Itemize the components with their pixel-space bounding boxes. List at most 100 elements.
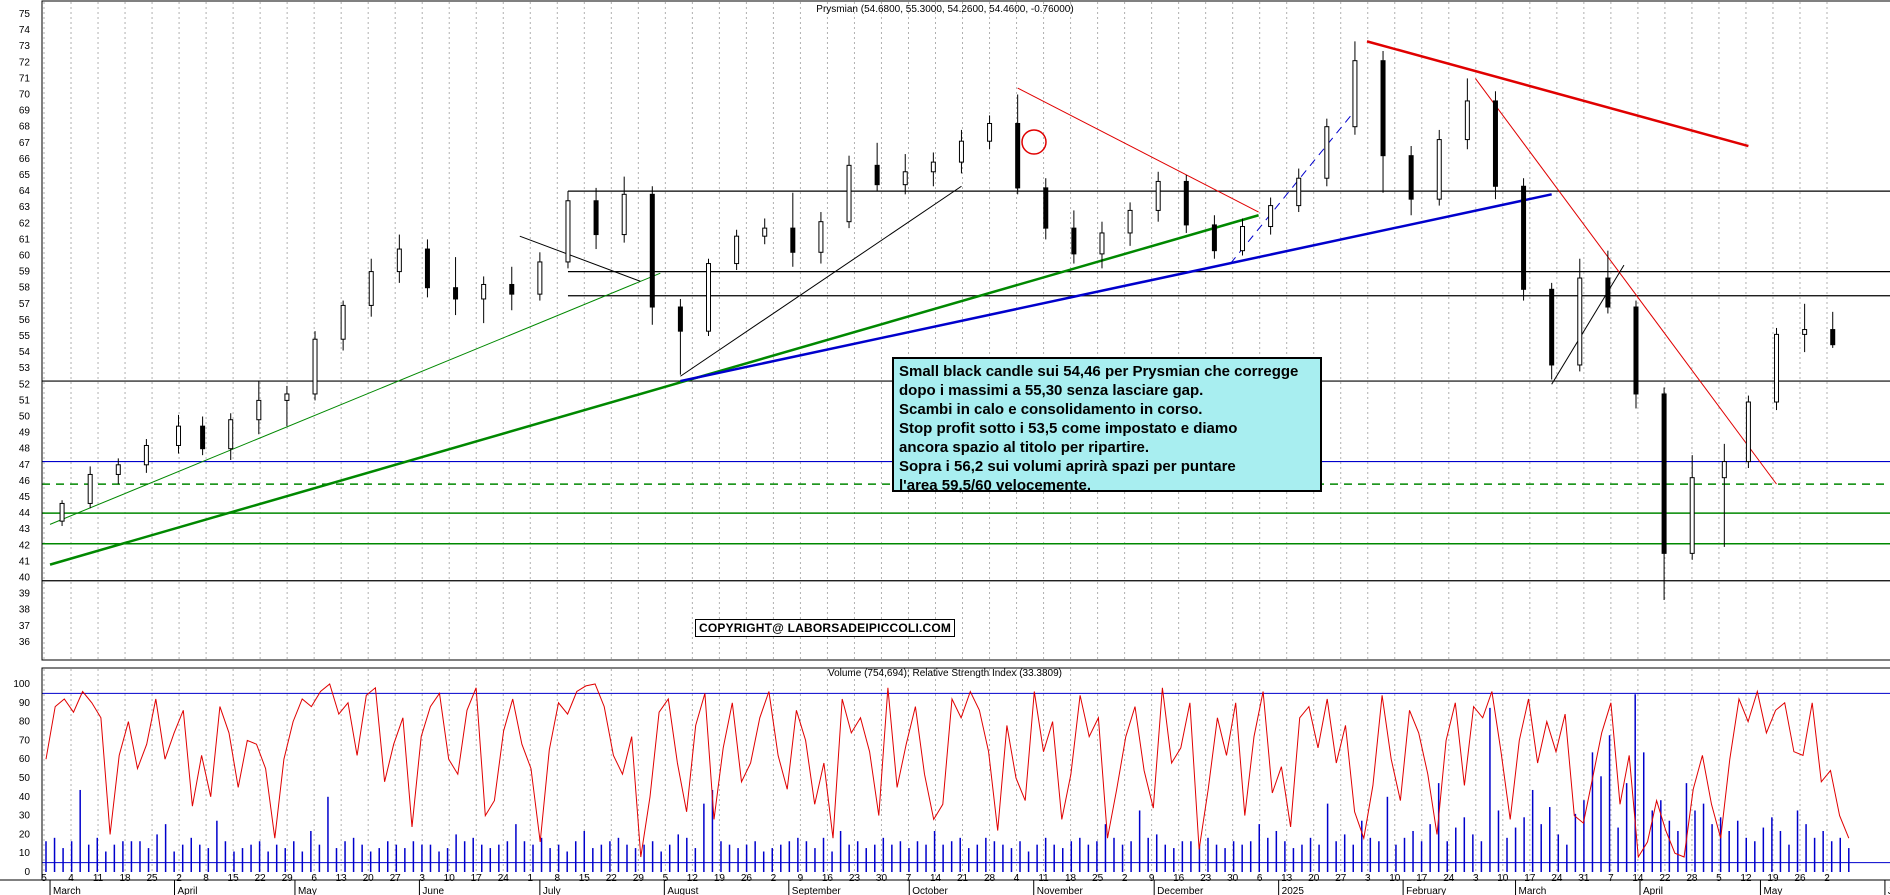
candle-body	[115, 464, 121, 475]
x-day-tick-label: 8	[555, 873, 561, 884]
x-day-tick-label: 27	[390, 873, 402, 884]
y-tick-label-left: 53	[19, 363, 31, 374]
x-day-tick-label: 7	[906, 873, 912, 884]
annotation-line: Sopra i 56,2 sui volumi aprirà spazi per…	[899, 458, 1236, 475]
x-day-tick-label: 14	[930, 873, 942, 884]
x-month-label: October	[912, 886, 948, 895]
candle-body	[1830, 329, 1836, 346]
y-tick-label-left: 46	[19, 476, 31, 487]
y-tick-label-left: 75	[19, 9, 31, 20]
x-day-tick-label: 12	[687, 873, 699, 884]
trendline	[1551, 264, 1625, 385]
x-day-tick-label: 29	[633, 873, 645, 884]
rsi-tick-label: 30	[19, 811, 31, 822]
candle-body	[649, 193, 655, 308]
x-month-label: March	[1519, 886, 1547, 895]
y-tick-label-left: 43	[19, 524, 31, 535]
y-tick-label-left: 65	[19, 170, 31, 181]
y-tick-label-left: 67	[19, 138, 31, 149]
trendline	[1230, 110, 1356, 264]
candle-body	[1492, 100, 1498, 187]
rsi-tick-label: 90	[19, 698, 31, 709]
rsi-tick-label: 20	[19, 829, 31, 840]
x-month-label: February	[1406, 886, 1446, 895]
x-month-label: November	[1037, 886, 1084, 895]
candle-body	[1633, 306, 1639, 395]
y-tick-label-left: 49	[19, 428, 31, 439]
x-day-tick-label: 2	[1824, 873, 1830, 884]
candle-body	[509, 283, 515, 295]
x-day-tick-label: 10	[444, 873, 456, 884]
x-day-tick-label: 2	[1122, 873, 1128, 884]
x-month-label: December	[1157, 886, 1204, 895]
trendline	[1474, 78, 1777, 485]
x-day-tick-label: 6	[1257, 873, 1263, 884]
y-tick-label-left: 56	[19, 315, 31, 326]
x-day-tick-label: 13	[1281, 873, 1293, 884]
x-day-tick-label: 22	[255, 873, 267, 884]
annotation-line: l'area 59,5/60 velocemente.	[899, 477, 1092, 494]
x-day-tick-label: 14	[1632, 873, 1644, 884]
x-day-tick-label: 21	[957, 873, 969, 884]
x-day-tick-label: 17	[1524, 873, 1536, 884]
candle-body	[1324, 126, 1330, 179]
x-day-tick-label: 25	[1092, 873, 1104, 884]
x-day-tick-label: 30	[876, 873, 888, 884]
x-day-tick-label: 10	[1389, 873, 1401, 884]
y-tick-label-left: 58	[19, 283, 31, 294]
x-day-tick-label: 25	[146, 873, 158, 884]
x-month-label: April	[1643, 886, 1663, 895]
x-day-tick-label: 27	[1335, 873, 1347, 884]
y-tick-label-left: 71	[19, 73, 31, 84]
y-tick-label-left: 72	[19, 57, 31, 68]
x-day-tick-label: 23	[1200, 873, 1212, 884]
y-tick-label-left: 38	[19, 605, 31, 616]
candle-body	[176, 425, 182, 446]
y-tick-label-left: 73	[19, 41, 31, 52]
annotation-line: Scambi in calo e consolidamento in corso…	[899, 401, 1203, 418]
candle-body	[902, 171, 908, 186]
candle-body	[143, 444, 149, 466]
candle-body	[284, 393, 290, 401]
x-day-tick-label: 5	[41, 873, 47, 884]
candle-body	[593, 200, 599, 236]
x-day-tick-label: 19	[1767, 873, 1779, 884]
x-day-tick-label: 10	[1497, 873, 1509, 884]
y-tick-label-left: 63	[19, 202, 31, 213]
x-month-label: 2025	[1282, 886, 1305, 895]
trendline	[49, 214, 1259, 566]
y-tick-label-left: 52	[19, 379, 31, 390]
x-day-tick-label: 9	[1149, 873, 1155, 884]
y-tick-label-left: 40	[19, 573, 31, 584]
x-month-label: June	[1888, 886, 1890, 895]
y-tick-label-left: 59	[19, 267, 31, 278]
trendline	[519, 235, 641, 282]
annotation-line: Stop profit sotto i 53,5 come impostato …	[899, 420, 1238, 437]
candle-body	[762, 227, 768, 237]
x-day-tick-label: 3	[1365, 873, 1371, 884]
candle-body	[1605, 277, 1611, 308]
y-tick-label-left: 45	[19, 492, 31, 503]
x-day-tick-label: 15	[579, 873, 591, 884]
annotation-line: ancora spazio al titolo per ripartire.	[899, 439, 1150, 456]
candlestick-series	[59, 41, 1836, 601]
y-tick-label-left: 36	[19, 637, 31, 648]
x-day-tick-label: 26	[1794, 873, 1806, 884]
x-day-tick-label: 16	[822, 873, 834, 884]
candle-body	[87, 473, 93, 504]
candle-body	[1436, 139, 1442, 200]
candle-body	[1211, 224, 1217, 252]
y-tick-label-left: 66	[19, 154, 31, 165]
rsi-tick-label: 10	[19, 848, 31, 859]
candle-body	[256, 399, 262, 421]
x-day-tick-label: 17	[1416, 873, 1428, 884]
candle-body	[846, 164, 852, 223]
candle-body	[59, 502, 65, 522]
candle-body	[1464, 100, 1470, 141]
x-day-tick-label: 20	[1308, 873, 1320, 884]
x-day-tick-label: 5	[1716, 873, 1722, 884]
trendline	[1366, 40, 1749, 148]
x-day-tick-label: 12	[1740, 873, 1752, 884]
candle-body	[621, 193, 627, 236]
candle-body	[565, 200, 571, 263]
